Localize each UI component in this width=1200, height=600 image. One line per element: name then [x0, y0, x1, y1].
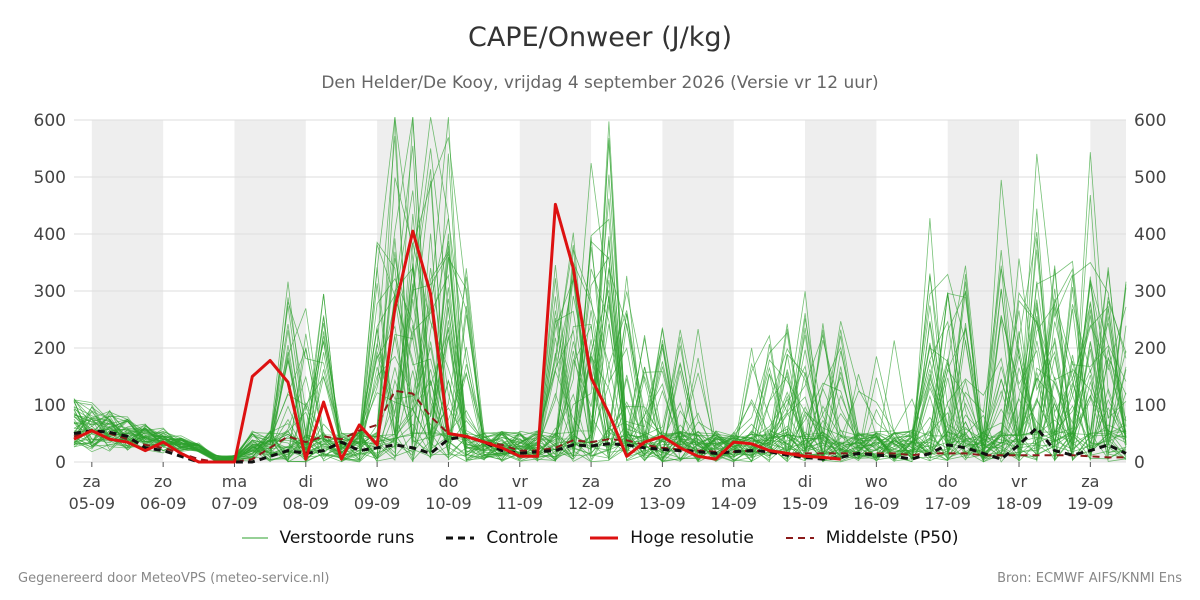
x-tick-day: za — [83, 472, 101, 491]
x-tick-date: 14-09 — [710, 494, 757, 513]
legend-swatch-high-res — [590, 536, 619, 540]
y-tick-label-right: 300 — [1134, 282, 1166, 302]
x-tick-day: wo — [865, 472, 888, 491]
perturbed-run-line — [73, 276, 1127, 461]
x-tick-day: ma — [721, 472, 746, 491]
legend-label-median: Middelste (P50) — [825, 528, 959, 548]
y-tick-label-right: 0 — [1134, 453, 1145, 473]
legend-item-high-res: Hoge resolutie — [590, 528, 754, 548]
x-tick-day: di — [298, 472, 313, 491]
legend-item-control: Controle — [446, 528, 558, 548]
x-tick-date: 07-09 — [211, 494, 258, 513]
legend-label-high-res: Hoge resolutie — [630, 528, 754, 548]
x-tick-date: 05-09 — [69, 494, 116, 513]
x-tick-day: vr — [512, 472, 528, 491]
footer-source: Bron: ECMWF AIFS/KNMI Ens — [997, 571, 1182, 586]
series-line-control — [73, 426, 1127, 464]
x-tick-date: 08-09 — [283, 494, 330, 513]
perturbed-run-line — [73, 283, 1127, 462]
legend-item-median: Middelste (P50) — [785, 528, 959, 548]
legend-item-perturbed: Verstoorde runs — [241, 528, 415, 548]
y-tick-label-right: 400 — [1134, 225, 1166, 245]
x-tick-day: zo — [653, 472, 671, 491]
y-tick-label-left: 400 — [34, 225, 66, 245]
x-tick-day: do — [438, 472, 458, 491]
perturbed-run-line — [73, 138, 1127, 463]
legend-label-perturbed: Verstoorde runs — [279, 528, 415, 548]
perturbed-run-line — [73, 295, 1127, 463]
y-tick-label-left: 200 — [34, 339, 66, 359]
y-tick-label-right: 600 — [1134, 111, 1166, 131]
x-tick-date: 06-09 — [140, 494, 187, 513]
y-tick-label-left: 500 — [34, 168, 66, 188]
y-tick-label-left: 600 — [34, 111, 66, 131]
x-tick-date: 17-09 — [924, 494, 971, 513]
x-tick-date: 18-09 — [996, 494, 1043, 513]
y-tick-label-left: 100 — [34, 396, 66, 416]
perturbed-run-line — [73, 267, 1127, 463]
x-tick-day: vr — [1011, 472, 1027, 491]
chart-subtitle: Den Helder/De Kooy, vrijdag 4 september … — [321, 73, 879, 93]
x-tick-day: za — [1081, 472, 1099, 491]
x-tick-date: 16-09 — [853, 494, 900, 513]
y-tick-label-right: 100 — [1134, 396, 1166, 416]
legend-swatch-control — [446, 536, 475, 540]
y-tick-label-right: 200 — [1134, 339, 1166, 359]
perturbed-run-line — [73, 163, 1127, 462]
series-line-high-res — [73, 202, 841, 464]
x-tick-date: 10-09 — [425, 494, 472, 513]
legend-swatch-median — [785, 537, 814, 539]
chart-title: CAPE/Onweer (J/kg) — [467, 22, 732, 53]
perturbed-run-line — [73, 179, 1127, 463]
x-tick-day: wo — [366, 472, 389, 491]
x-tick-date: 12-09 — [568, 494, 615, 513]
y-tick-label-left: 300 — [34, 282, 66, 302]
footer-credit: Gegenereerd door MeteoVPS (meteo-service… — [18, 571, 330, 586]
y-tick-label-left: 0 — [55, 453, 66, 473]
legend-swatch-perturbed — [241, 537, 268, 539]
perturbed-run-line — [73, 117, 1127, 463]
chart-legend: Verstoorde runs Controle Hoge resolutie … — [0, 528, 1200, 548]
x-tick-date: 19-09 — [1067, 494, 1114, 513]
x-tick-day: di — [798, 472, 813, 491]
x-tick-day: ma — [222, 472, 247, 491]
x-tick-date: 15-09 — [782, 494, 829, 513]
perturbed-run-line — [73, 247, 1127, 463]
x-tick-date: 13-09 — [639, 494, 686, 513]
x-tick-day: zo — [154, 472, 172, 491]
x-tick-date: 11-09 — [497, 494, 544, 513]
x-tick-day: do — [938, 472, 958, 491]
y-tick-label-right: 500 — [1134, 168, 1166, 188]
legend-label-control: Controle — [486, 528, 559, 548]
perturbed-run-line — [73, 117, 1127, 463]
x-tick-day: za — [582, 472, 600, 491]
x-tick-date: 09-09 — [354, 494, 401, 513]
series-line-median — [73, 389, 1126, 463]
